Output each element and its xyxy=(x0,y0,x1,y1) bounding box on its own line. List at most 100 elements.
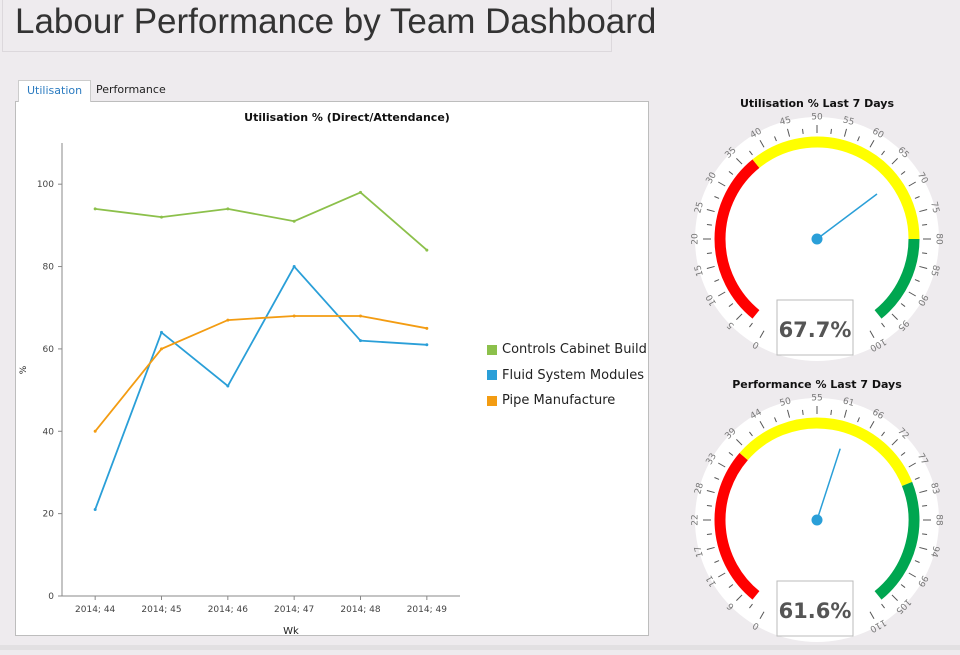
legend-label: Pipe Manufacture xyxy=(502,393,616,409)
gauge-tick xyxy=(774,136,777,142)
gauge-tick xyxy=(830,128,832,134)
gauge-tick xyxy=(914,196,920,199)
gauge-tick xyxy=(802,128,804,134)
gauge-scale-label: 94 xyxy=(928,545,941,559)
gauge-value: 61.6% xyxy=(779,599,852,623)
gauge-tick xyxy=(736,594,743,601)
gauge-tick xyxy=(830,409,832,415)
gauge-scale-label: 28 xyxy=(693,481,706,495)
gauge-tick xyxy=(749,603,753,609)
gauge-band xyxy=(739,417,913,487)
series-line xyxy=(94,315,427,432)
legend-swatch xyxy=(487,370,497,381)
gauge-tick xyxy=(749,431,753,437)
x-tick-label: 2014; 49 xyxy=(407,605,448,615)
gauge-band xyxy=(752,136,920,240)
y-tick-label: 80 xyxy=(43,263,55,273)
data-point xyxy=(160,347,163,351)
gauge-tick xyxy=(919,209,928,213)
x-tick-label: 2014; 44 xyxy=(75,605,116,615)
gauge-tick xyxy=(869,330,875,338)
gauge-value: 67.7% xyxy=(779,318,852,342)
gauge-tick xyxy=(922,252,928,254)
gauge-needle xyxy=(816,193,878,240)
gauge-tick xyxy=(728,171,734,175)
gauge-tick xyxy=(706,209,715,213)
gauge-tick xyxy=(914,560,920,563)
legend-item[interactable]: Fluid System Modules xyxy=(487,363,647,389)
gauge-title: Performance % Last 7 Days xyxy=(732,378,902,391)
gauge-tick xyxy=(718,462,726,468)
gauge-tick xyxy=(759,611,765,619)
data-point xyxy=(425,343,429,347)
tab-utilisation[interactable]: Utilisation xyxy=(18,80,92,102)
data-point xyxy=(292,265,296,269)
legend-item[interactable]: Controls Cabinet Build xyxy=(487,337,647,363)
data-point xyxy=(160,215,163,219)
gauge-tick xyxy=(759,330,765,338)
gauge-tick xyxy=(881,322,885,328)
data-point xyxy=(359,190,362,194)
gauge-tick xyxy=(908,181,916,187)
data-point xyxy=(93,207,97,211)
gauge-hub xyxy=(811,233,823,245)
gauge-tick xyxy=(900,584,906,588)
gauge-scale-label: 88 xyxy=(934,514,944,526)
gauge-title: Utilisation % Last 7 Days xyxy=(740,97,895,110)
data-point xyxy=(425,248,429,252)
gauge-tick xyxy=(919,546,928,550)
gauge-tick xyxy=(802,409,804,415)
gauge-tick xyxy=(714,560,720,563)
data-point xyxy=(93,429,97,433)
data-point xyxy=(160,330,163,334)
gauge-tick xyxy=(749,322,753,328)
chart-legend: Controls Cabinet Build Fluid System Modu… xyxy=(487,337,647,414)
x-axis-label: Wk xyxy=(283,626,299,635)
gauge-svg: Performance % Last 7 Days061117222833394… xyxy=(691,378,944,642)
gauge-tick xyxy=(843,128,847,137)
gauge-value-box xyxy=(776,580,854,637)
gauge-tick xyxy=(881,603,885,609)
gauge-tick xyxy=(908,291,916,297)
gauge-tick xyxy=(914,477,920,480)
gauge-scale-label: 15 xyxy=(693,264,706,278)
gauge-tick xyxy=(908,572,916,578)
gauge-tick xyxy=(900,171,906,175)
gauge-scale-label: 77 xyxy=(915,452,929,467)
gauge-scale-label: 17 xyxy=(693,545,706,559)
tab-performance[interactable]: Performance xyxy=(96,83,166,96)
gauge-scale-label: 55 xyxy=(842,115,856,128)
gauge-tick xyxy=(857,136,860,142)
x-tick-label: 2014; 47 xyxy=(274,605,314,615)
gauge-tick xyxy=(728,584,734,588)
gauge-tick xyxy=(919,265,928,269)
gauge-hub xyxy=(811,514,823,526)
gauge-tick xyxy=(857,417,860,423)
gauge-tick xyxy=(908,462,916,468)
utilisation-gauge: Utilisation % Last 7 Days 0 5 10 15 20 25 30 35 4… xyxy=(690,90,950,370)
gauge-tick xyxy=(736,439,743,446)
gauge-needle xyxy=(816,448,841,521)
gauge-tick xyxy=(922,224,928,226)
gauge-tick xyxy=(919,490,928,494)
legend-item[interactable]: Pipe Manufacture xyxy=(487,388,647,414)
legend-swatch xyxy=(487,344,497,355)
y-tick-label: 60 xyxy=(43,345,55,355)
x-tick-label: 2014; 48 xyxy=(340,605,381,615)
chart-panel: Utilisation % (Direct/Attendance) Wk % 0… xyxy=(15,101,649,637)
gauge-scale-label: 11 xyxy=(705,573,719,588)
gauge-tick xyxy=(900,303,906,307)
gauge-tick xyxy=(706,490,715,494)
gauge-scale-label: 20 xyxy=(691,233,701,245)
data-point xyxy=(93,508,97,512)
title-box: Labour Performance by Team Dashboard xyxy=(2,0,656,52)
legend-swatch xyxy=(487,395,497,406)
gauge-tick xyxy=(869,611,875,619)
line-chart: Utilisation % (Direct/Attendance) Wk % 0… xyxy=(19,111,460,637)
gauge-scale-label: 50 xyxy=(811,113,823,123)
gauge-scale-label: 45 xyxy=(779,115,793,128)
gauge-tick xyxy=(787,409,791,418)
data-point xyxy=(226,318,230,322)
gauge-tick xyxy=(914,279,920,282)
gauge-tick xyxy=(728,303,734,307)
